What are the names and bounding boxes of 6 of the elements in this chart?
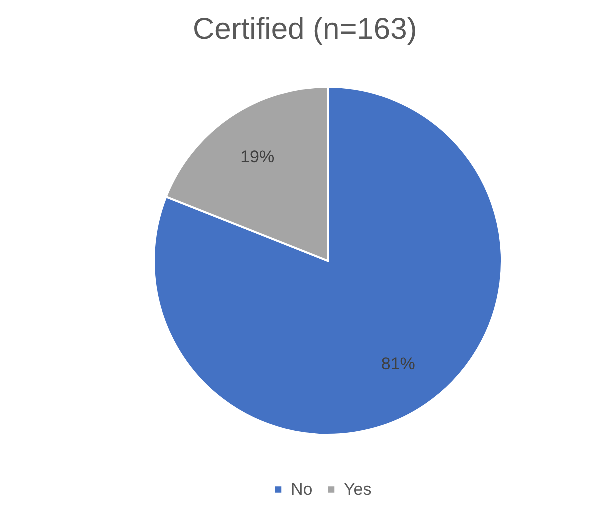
data-label: 19% [240, 147, 275, 166]
data-label: 81% [381, 354, 416, 374]
pie-slice [153, 86, 503, 436]
legend-label: Yes [344, 480, 372, 499]
legend-label: No [291, 480, 313, 499]
chart-title: Certified (n=163) [193, 13, 418, 46]
